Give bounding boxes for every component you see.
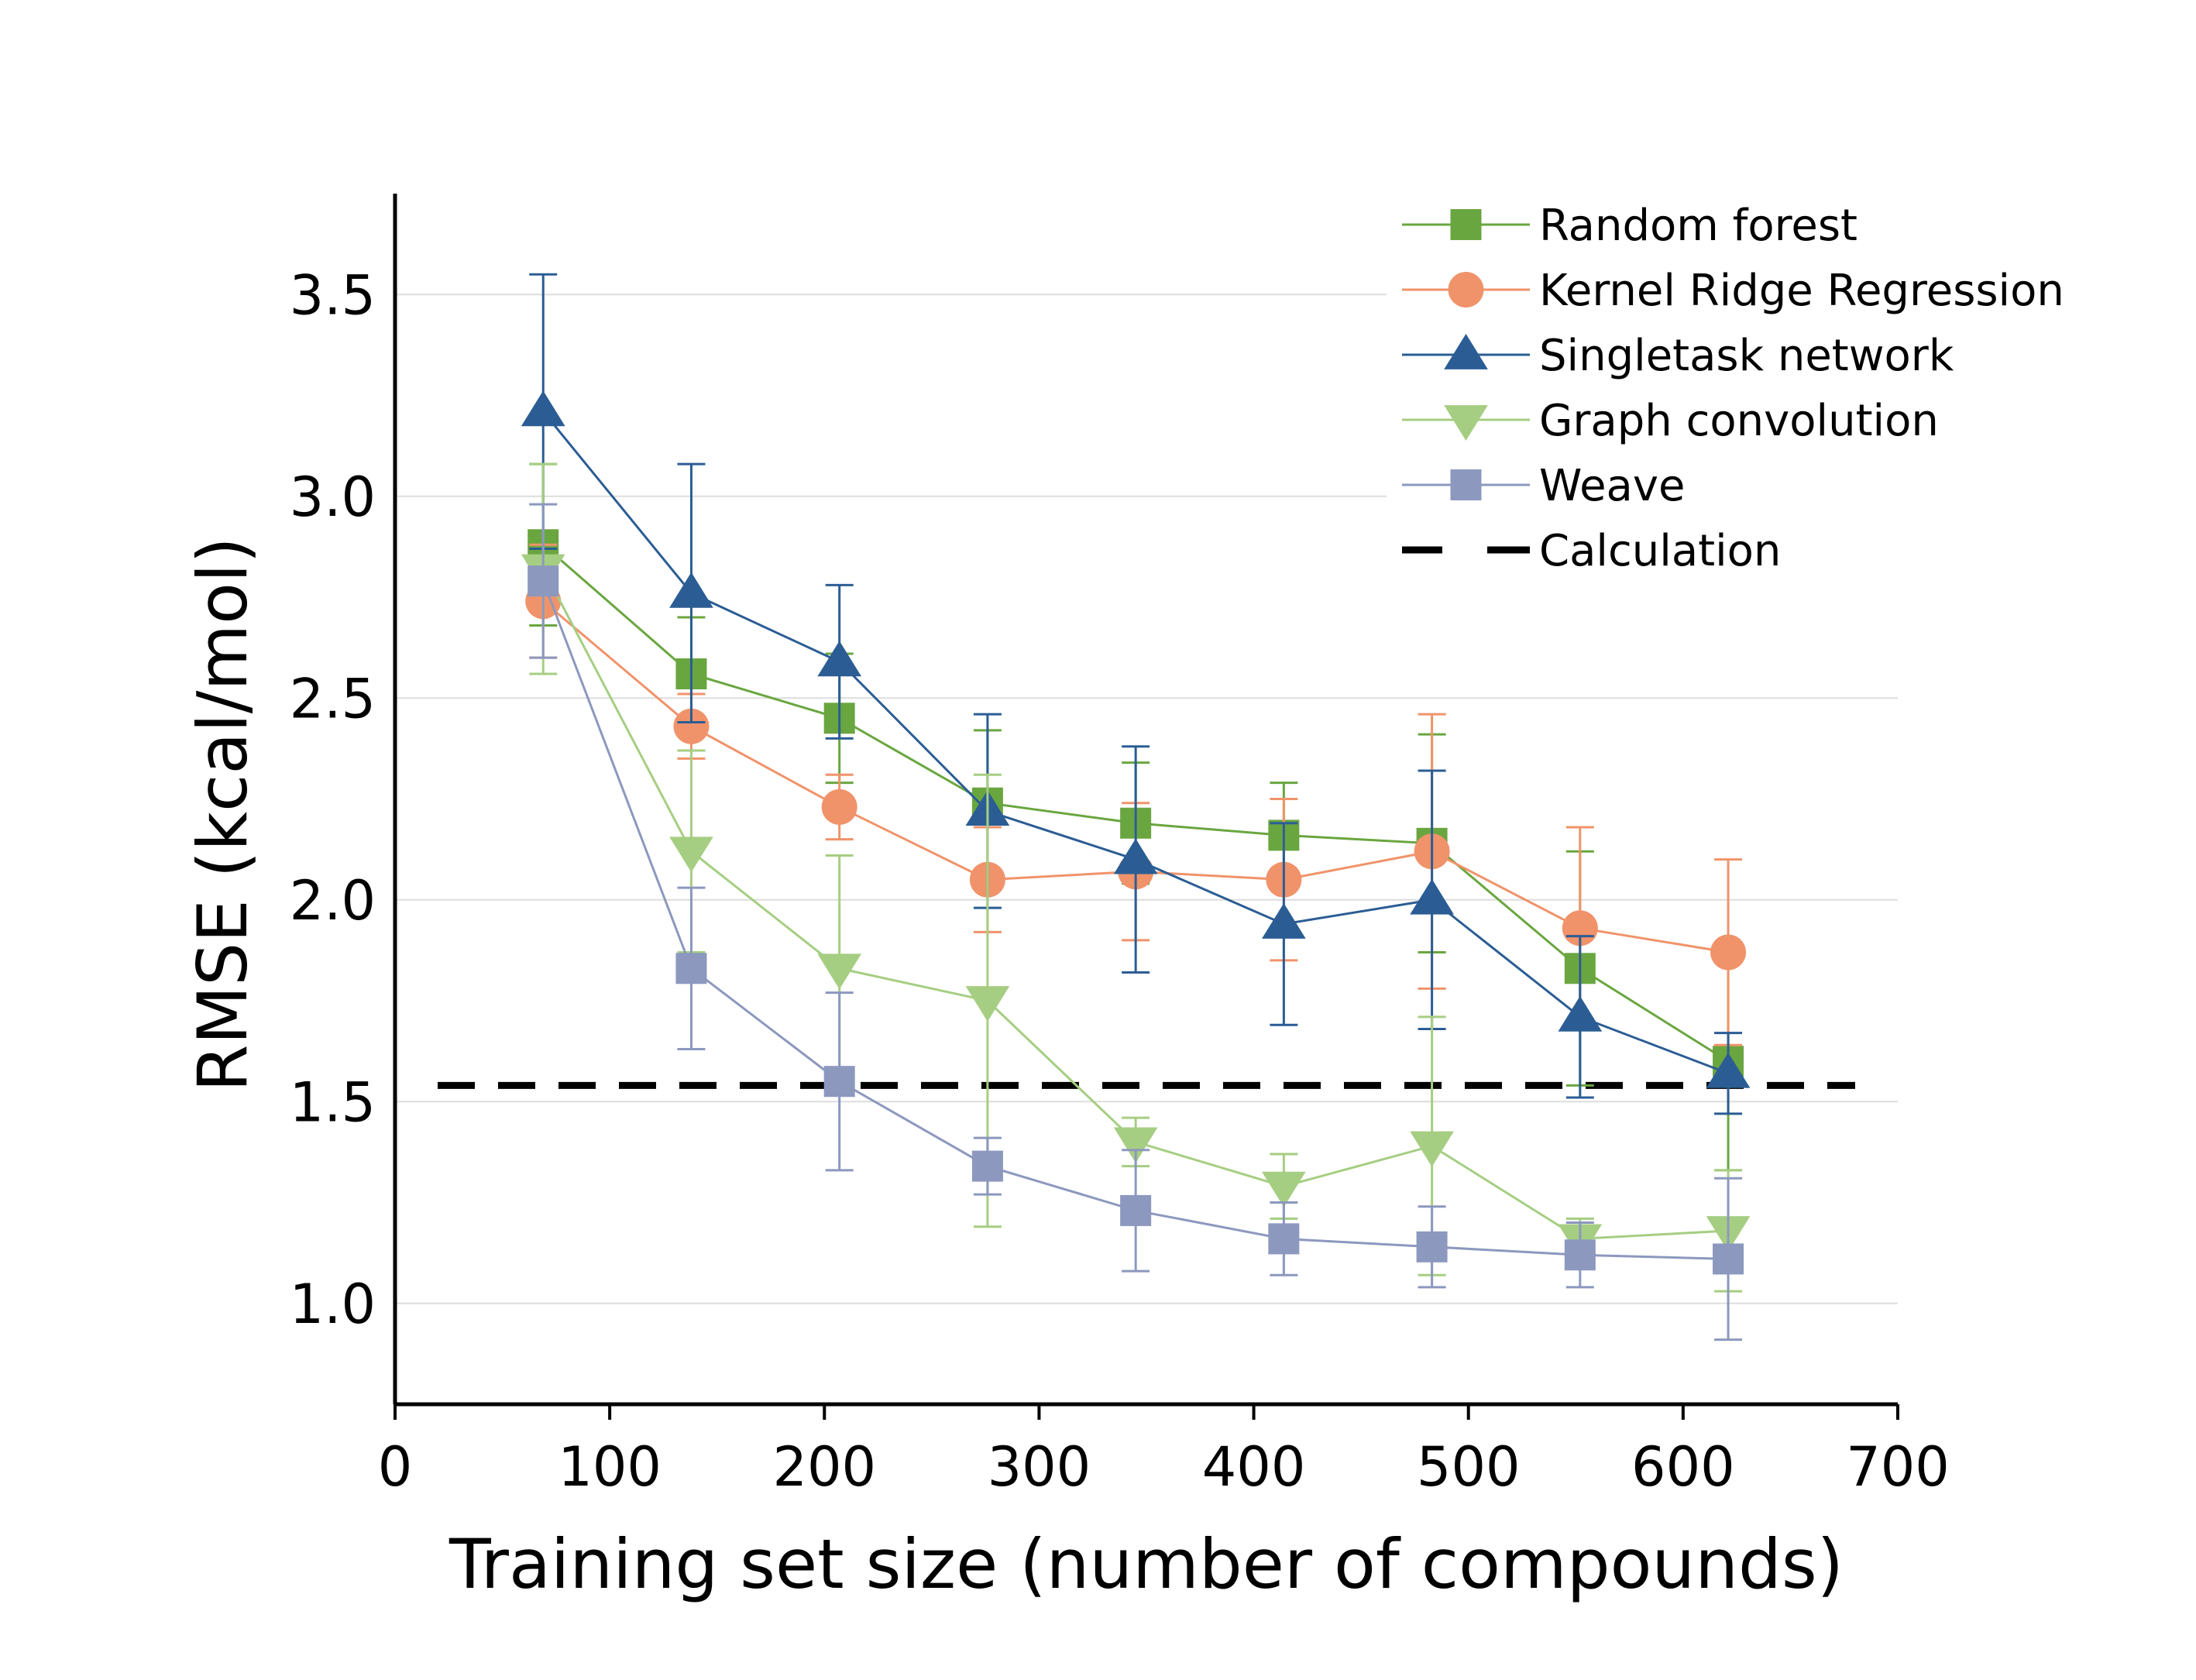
x-tick-label: 200 bbox=[772, 1435, 876, 1499]
legend-label: Random forest bbox=[1539, 201, 1857, 251]
series-5 bbox=[528, 503, 1744, 1342]
data-point bbox=[1113, 838, 1158, 874]
data-point bbox=[1268, 1223, 1300, 1255]
series-layer bbox=[521, 273, 1751, 1342]
data-point bbox=[965, 986, 1010, 1022]
x-tick-label: 400 bbox=[1202, 1435, 1306, 1499]
series-3 bbox=[521, 273, 1751, 1115]
x-tick-label: 100 bbox=[558, 1435, 662, 1499]
y-tick-label: 3.5 bbox=[290, 263, 376, 327]
data-point bbox=[673, 708, 710, 744]
data-point bbox=[817, 641, 862, 677]
y-axis-title: RMSE (kcal/mol) bbox=[183, 537, 263, 1092]
data-point bbox=[1410, 1131, 1454, 1167]
data-point bbox=[1262, 1171, 1306, 1208]
x-axis-title: Training set size (number of compounds) bbox=[448, 1524, 1844, 1604]
legend-marker bbox=[1444, 334, 1488, 369]
x-tick-label: 700 bbox=[1846, 1435, 1950, 1499]
data-point bbox=[1564, 1239, 1596, 1271]
y-tick-label: 2.0 bbox=[290, 869, 376, 933]
legend-marker bbox=[1450, 209, 1482, 240]
data-point bbox=[669, 837, 713, 873]
x-tick-label: 300 bbox=[988, 1435, 1091, 1499]
legend-label: Calculation bbox=[1539, 526, 1781, 576]
data-point bbox=[1713, 1243, 1744, 1275]
grid bbox=[395, 294, 1898, 1304]
legend-label: Weave bbox=[1539, 461, 1685, 511]
data-point bbox=[1410, 878, 1454, 915]
data-point bbox=[1113, 1127, 1158, 1163]
x-tick-label: 0 bbox=[378, 1435, 413, 1499]
data-point bbox=[1706, 1052, 1751, 1088]
legend-marker bbox=[1444, 405, 1488, 441]
x-tick-label: 500 bbox=[1417, 1435, 1521, 1499]
data-point bbox=[675, 953, 707, 984]
data-point bbox=[528, 565, 559, 597]
x-tick-label: 600 bbox=[1631, 1435, 1735, 1499]
data-point bbox=[971, 1150, 1003, 1182]
legend-label: Kernel Ridge Regression bbox=[1539, 266, 2064, 316]
data-point bbox=[1710, 934, 1747, 971]
legend-label: Graph convolution bbox=[1539, 396, 1939, 446]
legend: Random forest Kernel Ridge Regression Sing… bbox=[1387, 186, 2064, 596]
axes bbox=[393, 194, 1899, 1420]
data-point bbox=[669, 572, 713, 608]
data-point bbox=[1416, 1231, 1448, 1263]
data-point bbox=[1262, 903, 1306, 939]
data-point bbox=[823, 1066, 855, 1098]
y-tick-label: 1.5 bbox=[290, 1070, 376, 1134]
legend-label: Singletask network bbox=[1539, 331, 1954, 381]
legend-background bbox=[1387, 186, 1944, 596]
y-tick-label: 2.5 bbox=[290, 667, 376, 730]
legend-marker bbox=[1450, 469, 1482, 500]
data-point bbox=[1120, 1194, 1152, 1226]
tick-labels: 0 100 200 300 400 500 600 700 1.0 1.5 2.0 2.5 3.0 3.5 bbox=[290, 263, 1950, 1499]
y-tick-label: 3.0 bbox=[290, 466, 376, 529]
data-point bbox=[521, 390, 565, 427]
data-point bbox=[817, 953, 862, 990]
data-point bbox=[821, 788, 857, 825]
data-point bbox=[1558, 995, 1603, 1032]
legend-marker bbox=[1448, 272, 1484, 307]
y-tick-label: 1.0 bbox=[290, 1273, 376, 1336]
